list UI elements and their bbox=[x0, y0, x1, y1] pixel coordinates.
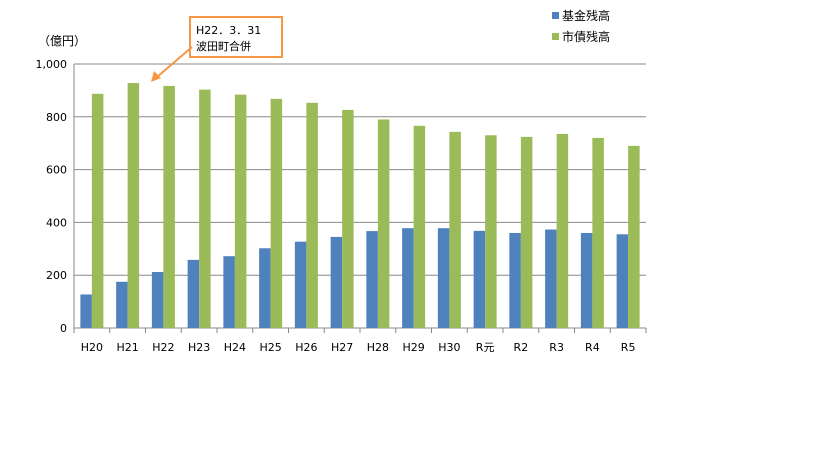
legend-swatch-bond bbox=[552, 33, 559, 40]
x-tick-label: H26 bbox=[295, 341, 317, 354]
x-tick-labels: H20 H21 H22 H23 H24 H25 H26 H27 H28 H29 H30 R元 R2 R3 R… bbox=[81, 341, 636, 354]
bar-fund-balance bbox=[116, 281, 128, 328]
bar-fund-balance bbox=[473, 230, 486, 328]
legend: 基金残高 市債残高 bbox=[552, 8, 610, 44]
bar-bond-balance bbox=[628, 145, 640, 328]
bar-bond-balance bbox=[306, 102, 318, 328]
bar-bond-balance bbox=[199, 89, 211, 328]
x-tick-label: H30 bbox=[438, 341, 460, 354]
bar-fund-balance bbox=[294, 241, 307, 328]
x-tick-label: H29 bbox=[402, 341, 424, 354]
annotation-callout: H22．3．31 波田町合併 bbox=[151, 16, 283, 82]
bar-bond-balance bbox=[342, 109, 354, 328]
x-tick-label: R4 bbox=[585, 341, 600, 354]
bar-fund-balance bbox=[509, 232, 521, 328]
annotation-line-1: H22．3．31 bbox=[196, 24, 261, 37]
bar-bond-balance bbox=[127, 83, 140, 329]
y-tick-label: 800 bbox=[46, 111, 67, 124]
y-tick-labels: 0 200 400 600 800 1,000 bbox=[36, 58, 68, 335]
legend-label-bond: 市債残高 bbox=[562, 29, 610, 44]
bar-bond-balance bbox=[91, 93, 104, 328]
x-tick-label: R3 bbox=[549, 341, 564, 354]
annotation-line-2: 波田町合併 bbox=[196, 39, 251, 53]
x-tick-label: H20 bbox=[81, 341, 103, 354]
x-tick-label: R元 bbox=[476, 341, 495, 354]
bar-bond-balance bbox=[449, 131, 461, 328]
bar-fund-balance bbox=[402, 228, 414, 328]
bar-bond-balance bbox=[413, 125, 426, 328]
bar-fund-balance bbox=[330, 236, 343, 328]
y-tick-label: 0 bbox=[60, 322, 67, 335]
bar-fund-balance bbox=[545, 229, 557, 328]
bar-bond-balance bbox=[377, 119, 390, 328]
y-tick-label: 600 bbox=[46, 164, 67, 177]
bar-bond-balance bbox=[520, 136, 533, 328]
x-tick-label: H24 bbox=[224, 341, 246, 354]
x-tick-label: H23 bbox=[188, 341, 210, 354]
x-tick-label: H27 bbox=[331, 341, 353, 354]
y-axis-label: （億円） bbox=[38, 34, 86, 48]
bar-bond-balance bbox=[485, 135, 497, 328]
annotation-arrow-line bbox=[156, 46, 193, 78]
y-tick-label: 400 bbox=[46, 216, 67, 229]
bar-bond-balance bbox=[556, 133, 569, 328]
x-tick-label: R2 bbox=[514, 341, 529, 354]
annotation-arrow-head bbox=[151, 71, 161, 82]
bar-fund-balance bbox=[80, 294, 92, 328]
bar-fund-balance bbox=[616, 234, 629, 328]
bar-fund-balance bbox=[187, 259, 200, 328]
bar-bond-balance bbox=[270, 98, 283, 329]
bar-fund-balance bbox=[366, 231, 378, 328]
bar-bond-balance bbox=[592, 137, 604, 328]
y-tick-label: 200 bbox=[46, 269, 67, 282]
x-tick-label: H25 bbox=[259, 341, 281, 354]
bar-fund-balance bbox=[259, 248, 271, 328]
bar-bond-balance bbox=[234, 94, 247, 329]
annotation-box bbox=[189, 16, 283, 58]
bar-fund-balance bbox=[580, 232, 593, 328]
x-tick-label: R5 bbox=[621, 341, 636, 354]
legend-label-fund: 基金残高 bbox=[562, 8, 610, 23]
legend-swatch-fund bbox=[552, 12, 559, 19]
bars bbox=[80, 83, 640, 329]
bar-bond-balance bbox=[163, 85, 175, 328]
x-tick-label: H28 bbox=[367, 341, 389, 354]
bar-fund-balance bbox=[223, 256, 235, 328]
bar-fund-balance bbox=[151, 272, 164, 328]
x-tick-label: H22 bbox=[152, 341, 174, 354]
bar-fund-balance bbox=[437, 228, 450, 328]
x-tick-label: H21 bbox=[116, 341, 138, 354]
y-tick-label: 1,000 bbox=[36, 58, 68, 71]
